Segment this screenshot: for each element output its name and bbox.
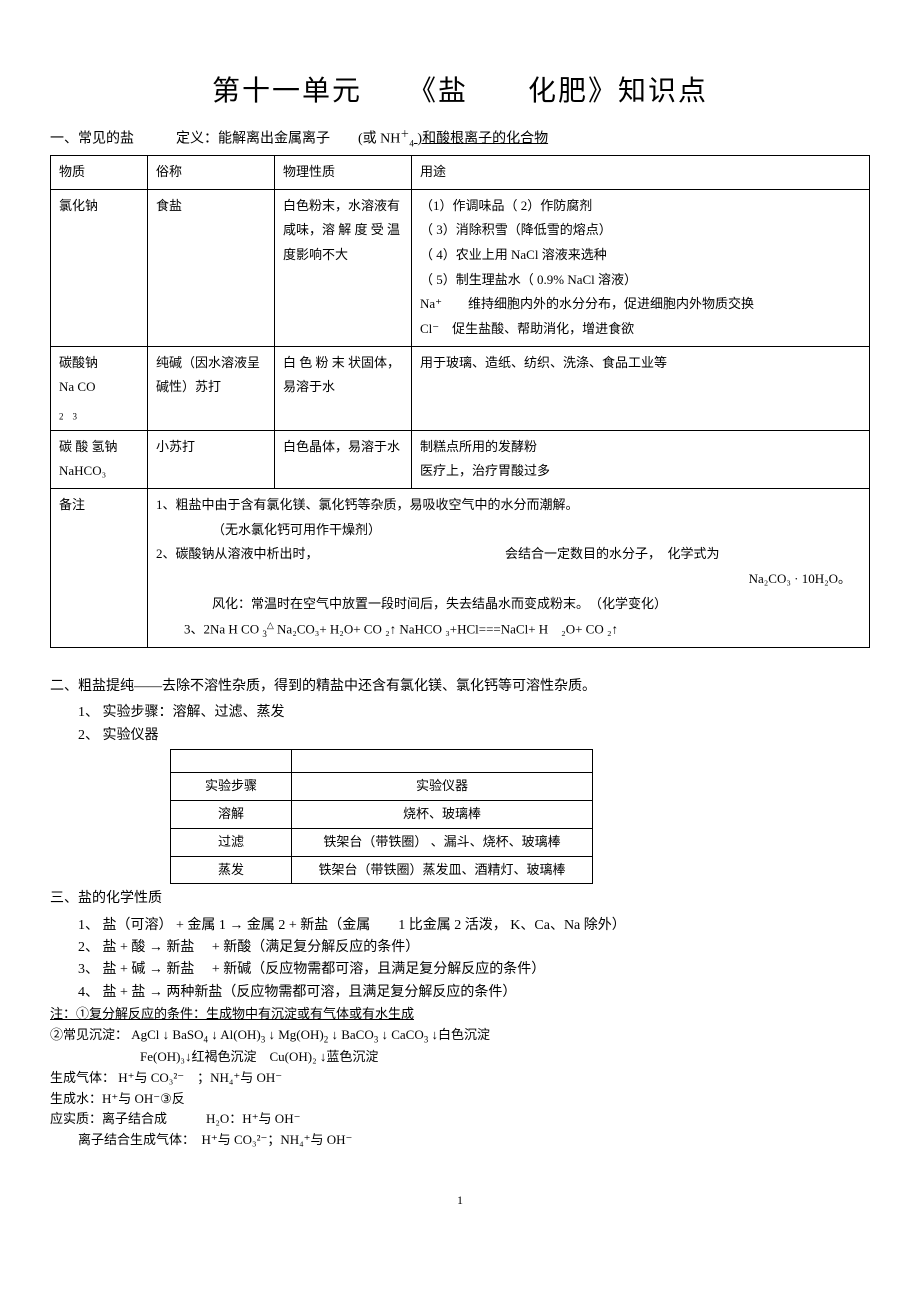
sup: △ xyxy=(267,620,274,630)
cell: 纯碱（因水溶液呈碱性）苏打 xyxy=(148,346,275,430)
txt: 2、碳酸钠从溶液中析出时， xyxy=(156,546,319,561)
prop: 3、 盐 + 碱 → 新盐 + 新碱（反应物需都可溶，且满足复分解反应的条件） xyxy=(50,959,870,981)
note: 注：①复分解反应的条件：生成物中有沉淀或有气体或有水生成 xyxy=(50,1004,870,1025)
cell: 白色粉末，水溶液有咸味，溶 解 度 受 温度影响不大 xyxy=(275,189,412,346)
notes-label: 备注 xyxy=(51,489,148,647)
step: 1、 实验步骤：溶解、过滤、蒸发 xyxy=(50,702,870,724)
cell: 过滤 xyxy=(171,828,292,856)
page-title: 第十一单元 《盐 化肥》知识点 xyxy=(50,70,870,115)
th: 俗称 xyxy=(148,155,275,189)
cell: （1）作调味品（ 2）作防腐剂 （ 3）消除积雪（降低雪的熔点） （ 4）农业上… xyxy=(412,189,870,346)
sub: 2 xyxy=(324,1035,329,1045)
note: 离子结合生成气体： H⁺与 CO₃²⁻；NH₄⁺与 OH⁻ xyxy=(50,1130,870,1151)
prop: 1、 盐（可溶） + 金属 1 → 金属 2 + 新盐（金属 1 比金属 2 活… xyxy=(50,915,870,937)
sec1-text: 一、常见的盐 定义：能解离出金属离子 (或 NH xyxy=(50,131,400,146)
txt: ↓ Mg(OH) xyxy=(268,1027,323,1042)
txt: Na CO xyxy=(59,379,95,394)
txt: 会结合一定数目的水分子， 化学式为 xyxy=(505,546,720,561)
note-line: 3、2Na H CO 3△ Na₂CO₃+ H₂O+ CO ₂↑ NaHCO ₃… xyxy=(156,617,861,643)
note: Fe(OH)₃↓红褐色沉淀 Cu(OH)₂ ↓蓝色沉淀 xyxy=(50,1047,870,1068)
sec1-tail: )和酸根离子的化合物 xyxy=(414,131,548,146)
note: 应实质：离子结合成 H₂O：H⁺与 OH⁻ xyxy=(50,1109,870,1130)
sub: 3 xyxy=(424,1035,429,1045)
note-line: 2、碳酸钠从溶液中析出时， 会结合一定数目的水分子， 化学式为 xyxy=(156,542,861,567)
section-3-header: 三、盐的化学性质 xyxy=(50,888,870,910)
txt: 碳酸钠 xyxy=(59,355,98,370)
prop: 2、 盐 + 酸 → 新盐 + 新酸（满足复分解反应的条件） xyxy=(50,937,870,959)
cell: 小苏打 xyxy=(148,430,275,488)
cell: 溶解 xyxy=(171,800,292,828)
section-2-header: 二、粗盐提纯——去除不溶性杂质，得到的精盐中还含有氯化镁、氯化钙等可溶性杂质。 xyxy=(50,676,870,698)
txt: Na₂CO₃+ H₂O+ CO ₂↑ NaHCO ₃+HCl===NaCl+ H… xyxy=(274,621,618,636)
apparatus-table: 实验步骤实验仪器 溶解烧杯、玻璃棒 过滤铁架台（带铁圈） 、漏斗、烧杯、玻璃棒 … xyxy=(170,749,593,884)
cell: 白色晶体，易溶于水 xyxy=(275,430,412,488)
th: 物理性质 xyxy=(275,155,412,189)
note: ②常见沉淀： AgCl ↓ BaSO4 ↓ Al(OH)3 ↓ Mg(OH)2 … xyxy=(50,1025,870,1047)
page-number: 1 xyxy=(50,1191,870,1210)
note-line: 风化：常温时在空气中放置一段时间后，失去结晶水而变成粉末。 （化学变化） xyxy=(156,592,861,617)
cell: 碳酸钠 Na CO 2 3 xyxy=(51,346,148,430)
cell: 碳 酸 氢钠 NaHCO₃ xyxy=(51,430,148,488)
sub: 4 xyxy=(203,1035,208,1045)
th: 实验仪器 xyxy=(292,773,593,801)
cell: 铁架台（带铁圈） 、漏斗、烧杯、玻璃棒 xyxy=(292,828,593,856)
th: 实验步骤 xyxy=(171,773,292,801)
note: 生成气体： H⁺与 CO₃²⁻ ；NH₄⁺与 OH⁻ xyxy=(50,1068,870,1089)
txt: ↓ CaCO xyxy=(381,1027,423,1042)
txt: 碳 酸 氢钠 xyxy=(59,439,118,454)
note: 生成水：H⁺与 OH⁻③反 xyxy=(50,1089,870,1110)
cell: 白 色 粉 末 状固体，易溶于水 xyxy=(275,346,412,430)
txt: NaHCO₃ xyxy=(59,463,106,478)
cell: 氯化钠 xyxy=(51,189,148,346)
txt: ②常见沉淀： AgCl ↓ BaSO xyxy=(50,1027,203,1042)
prop: 4、 盐 + 盐 → 两种新盐（反应物需都可溶，且满足复分解反应的条件） xyxy=(50,982,870,1004)
th: 用途 xyxy=(412,155,870,189)
section-1-header: 一、常见的盐 定义：能解离出金属离子 (或 NH＋4 )和酸根离子的化合物 xyxy=(50,127,870,151)
cell: 食盐 xyxy=(148,189,275,346)
sub: 3 xyxy=(374,1035,379,1045)
cell: 蒸发 xyxy=(171,856,292,884)
cell: 制糕点所用的发酵粉 医疗上，治疗胃酸过多 xyxy=(412,430,870,488)
txt: ↓ Al(OH) xyxy=(211,1027,260,1042)
sub: 3 xyxy=(261,1035,266,1045)
sub: 2 3 xyxy=(59,412,77,422)
salts-table: 物质 俗称 物理性质 用途 氯化钠 食盐 白色粉末，水溶液有咸味，溶 解 度 受… xyxy=(50,155,870,648)
note-line: （无水氯化钙可用作干燥剂） xyxy=(156,518,861,543)
txt: ↓ BaCO xyxy=(331,1027,373,1042)
txt: ↓白色沉淀 xyxy=(431,1027,490,1042)
cell: 铁架台（带铁圈）蒸发皿、酒精灯、玻璃棒 xyxy=(292,856,593,884)
th: 物质 xyxy=(51,155,148,189)
step: 2、 实验仪器 xyxy=(50,725,870,747)
txt: 3、2Na H CO xyxy=(184,621,262,636)
cell: 烧杯、玻璃棒 xyxy=(292,800,593,828)
note-line: 1、粗盐中由于含有氯化镁、氯化钙等杂质，易吸收空气中的水分而潮解。 xyxy=(156,493,861,518)
note-line: Na₂CO₃ · 10H₂O。 xyxy=(156,567,861,592)
notes-cell: 1、粗盐中由于含有氯化镁、氯化钙等杂质，易吸收空气中的水分而潮解。 （无水氯化钙… xyxy=(148,489,870,647)
cell: 用于玻璃、造纸、纺织、洗涤、食品工业等 xyxy=(412,346,870,430)
